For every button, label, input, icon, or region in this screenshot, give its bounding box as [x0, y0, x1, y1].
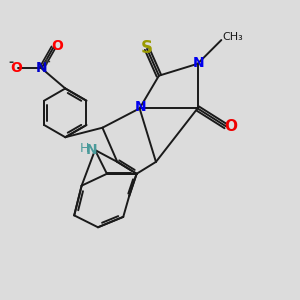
Text: N: N	[36, 61, 47, 75]
Text: +: +	[42, 57, 52, 67]
Text: S: S	[141, 39, 153, 57]
Text: N: N	[86, 143, 98, 157]
Text: CH₃: CH₃	[223, 32, 244, 42]
Text: N: N	[192, 56, 204, 70]
Text: O: O	[51, 39, 63, 53]
Text: N: N	[134, 100, 146, 114]
Text: O: O	[225, 119, 238, 134]
Text: O: O	[10, 61, 22, 75]
Text: -: -	[9, 56, 14, 69]
Text: H: H	[80, 142, 89, 155]
